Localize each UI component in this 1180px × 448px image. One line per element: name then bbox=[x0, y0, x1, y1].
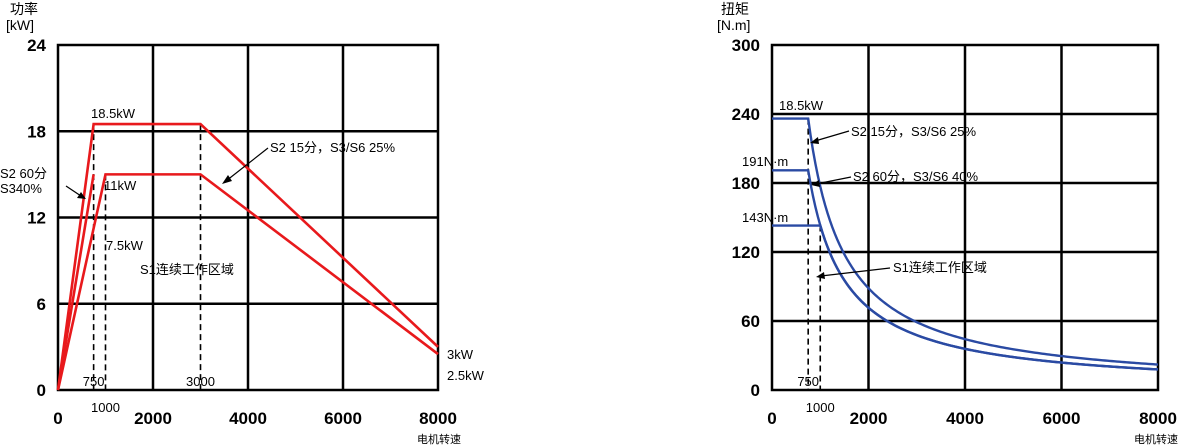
x-tick-label: 4000 bbox=[946, 409, 984, 428]
power-annotation-low: 7.5kW bbox=[106, 238, 144, 253]
power-axis-unit: [kW] bbox=[6, 17, 34, 33]
power-annotation-end-2-5kw: 2.5kW bbox=[447, 368, 485, 383]
torque-axis-label: 扭矩 bbox=[721, 1, 749, 17]
power-y-ticks: 0 6 12 18 24 bbox=[27, 36, 46, 400]
torque-annotation-143: 143N·m bbox=[742, 210, 788, 225]
power-annotation-s2-60-line1: S2 60分 bbox=[0, 166, 47, 181]
power-annotation-s2-15: S2 15分，S3/S6 25% bbox=[270, 140, 395, 155]
torque-x-ticks: 0 2000 4000 6000 8000 bbox=[767, 409, 1177, 428]
x-tick-label: 2000 bbox=[850, 409, 888, 428]
speed-marker-label: 3000 bbox=[186, 374, 215, 389]
y-tick-label: 18 bbox=[27, 122, 46, 141]
torque-annotation-top: 18.5kW bbox=[779, 98, 824, 113]
torque-series-line-1 bbox=[772, 117, 1159, 366]
x-tick-label: 0 bbox=[53, 409, 62, 428]
speed-marker-label: 1000 bbox=[91, 400, 120, 415]
torque-arrow-s2-60 bbox=[815, 176, 852, 185]
power-arrowhead-s2-60 bbox=[77, 192, 86, 199]
x-tick-label: 0 bbox=[767, 409, 776, 428]
power-annotation-end-3kw: 3kW bbox=[447, 347, 474, 362]
x-tick-label: 8000 bbox=[1139, 409, 1177, 428]
torque-x-axis-label: 电机转速 bbox=[1134, 432, 1178, 446]
power-chart: 功率 [kW] 0 6 12 18 24 0 2000 4000 6000 8000 750 10… bbox=[0, 1, 485, 446]
y-tick-label: 6 bbox=[37, 295, 46, 314]
torque-arrowhead-s1 bbox=[816, 272, 825, 279]
torque-annotation-191: 191N·m bbox=[742, 154, 788, 169]
power-arrowhead-s2-15 bbox=[222, 175, 232, 184]
y-tick-label: 0 bbox=[751, 381, 760, 400]
y-tick-label: 0 bbox=[37, 381, 46, 400]
power-x-axis-label: 电机转速 bbox=[417, 432, 461, 446]
torque-speed-markers: 750 1000 bbox=[797, 118, 835, 415]
power-annotation-mid: 11kW bbox=[104, 178, 137, 193]
power-series-line-2 bbox=[56, 173, 439, 391]
torque-series bbox=[772, 117, 1159, 371]
torque-arrow-s2-15 bbox=[814, 130, 850, 142]
torque-chart: 扭矩 [N.m] 0 60 120 180 240 300 0 2000 4000 6000 80… bbox=[717, 1, 1178, 446]
y-tick-label: 24 bbox=[27, 36, 46, 55]
x-tick-label: 2000 bbox=[134, 409, 172, 428]
power-grid bbox=[56, 43, 440, 392]
speed-marker-label: 750 bbox=[797, 374, 819, 389]
torque-series-line-3 bbox=[772, 224, 1159, 371]
speed-marker-label: 1000 bbox=[806, 400, 835, 415]
torque-arrow-s1 bbox=[820, 267, 891, 277]
x-tick-label: 4000 bbox=[229, 409, 267, 428]
power-series-line-1 bbox=[56, 122, 439, 391]
torque-axis-unit: [N.m] bbox=[717, 17, 750, 33]
y-tick-label: 240 bbox=[732, 105, 760, 124]
torque-y-ticks: 0 60 120 180 240 300 bbox=[732, 36, 760, 400]
torque-arrowhead-s2-15 bbox=[810, 137, 819, 144]
torque-arrowhead-s2-60 bbox=[811, 180, 820, 187]
x-tick-label: 6000 bbox=[1043, 409, 1081, 428]
y-tick-label: 60 bbox=[741, 312, 760, 331]
power-axis-label: 功率 bbox=[10, 1, 38, 17]
power-arrow-s2-15 bbox=[225, 147, 269, 182]
speed-marker-label: 750 bbox=[83, 374, 105, 389]
power-annotation-s2-60-line2: S340% bbox=[0, 181, 42, 196]
power-x-ticks: 0 2000 4000 6000 8000 bbox=[53, 409, 457, 428]
torque-grid bbox=[770, 43, 1160, 392]
x-tick-label: 8000 bbox=[419, 409, 457, 428]
power-annotation-s1: S1连续工作区域 bbox=[140, 262, 234, 277]
torque-annotation-s1: S1连续工作区域 bbox=[893, 260, 987, 275]
power-arrow-s2-60 bbox=[65, 185, 82, 197]
power-speed-markers: 750 1000 3000 bbox=[83, 124, 215, 415]
y-tick-label: 12 bbox=[27, 209, 46, 228]
torque-annotation-s2-15: S2 15分，S3/S6 25% bbox=[851, 124, 976, 139]
torque-annotation-s2-60: S2 60分，S3/S6 40% bbox=[853, 169, 978, 184]
power-series-line-3 bbox=[56, 174, 95, 391]
y-tick-label: 300 bbox=[732, 36, 760, 55]
power-annotation-top: 18.5kW bbox=[91, 106, 136, 121]
y-tick-label: 180 bbox=[732, 174, 760, 193]
y-tick-label: 120 bbox=[732, 243, 760, 262]
power-series bbox=[56, 122, 439, 391]
x-tick-label: 6000 bbox=[324, 409, 362, 428]
